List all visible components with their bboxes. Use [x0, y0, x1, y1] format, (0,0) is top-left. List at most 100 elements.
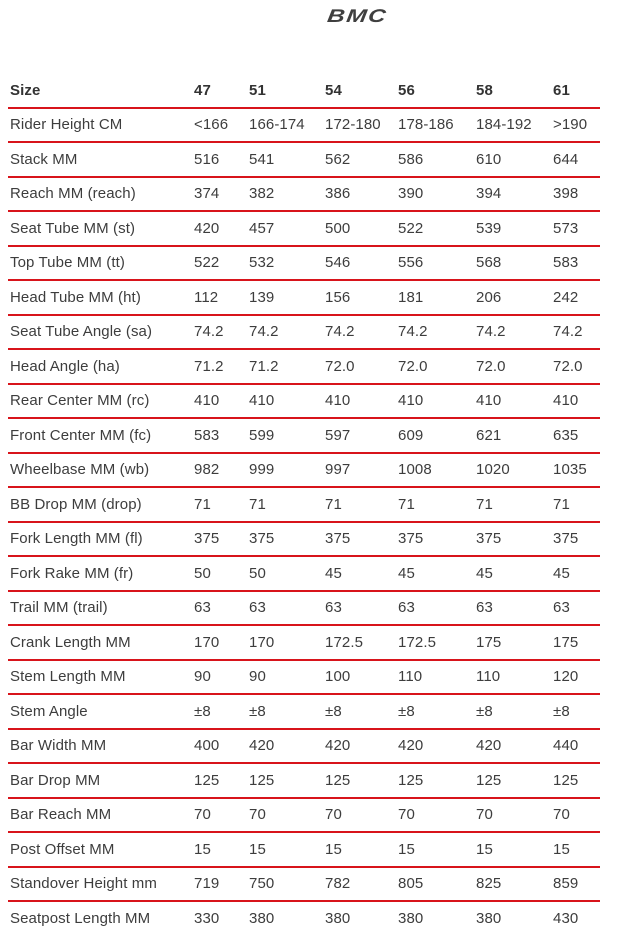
- cell-value: 71.2: [249, 357, 279, 375]
- table-row: Fork Rake MM (fr) 50 50 45 45 45 45: [8, 557, 600, 592]
- cell-value: 644: [553, 150, 579, 168]
- table-row: Standover Height mm 719 750 782 805 825 859: [8, 868, 600, 902]
- cell-value: 420: [325, 737, 351, 755]
- cell-value: 15: [476, 840, 493, 858]
- cell-value: 15: [553, 840, 570, 858]
- table-row: Top Tube MM (tt) 522 532 546 556 568 583: [8, 247, 600, 281]
- cell-value: 125: [325, 771, 351, 789]
- table-row: Stem Length MM 90 90 100 110 110 120: [8, 661, 600, 695]
- cell-value: 184-192: [476, 116, 532, 134]
- table-row: Bar Reach MM 70 70 70 70 70 70: [8, 799, 600, 833]
- cell-value: 72.0: [325, 357, 355, 375]
- row-label: Bar Drop MM: [10, 771, 101, 789]
- table-row: Front Center MM (fc) 583 599 597 609 621 635: [8, 419, 600, 454]
- table-row: Bar Drop MM 125 125 125 125 125 125: [8, 764, 600, 799]
- cell-value: 63: [553, 599, 570, 617]
- cell-value: 440: [553, 737, 579, 755]
- row-label: Front Center MM (fc): [10, 426, 152, 444]
- size-header-label: Size: [10, 81, 41, 99]
- table-row: Seatpost Length MM 330 380 380 380 380 430: [8, 902, 600, 928]
- cell-value: 583: [194, 426, 220, 444]
- size-column-header: 54: [325, 81, 342, 99]
- cell-value: 380: [476, 909, 502, 927]
- cell-value: 562: [325, 150, 351, 168]
- cell-value: 573: [553, 219, 579, 237]
- row-label: Reach MM (reach): [10, 185, 136, 203]
- cell-value: 375: [325, 530, 351, 548]
- table-row: Post Offset MM 15 15 15 15 15 15: [8, 833, 600, 868]
- size-column-header: 58: [476, 81, 493, 99]
- cell-value: 546: [325, 254, 351, 272]
- cell-value: 125: [194, 771, 220, 789]
- cell-value: 382: [249, 185, 275, 203]
- cell-value: 805: [398, 875, 424, 893]
- cell-value: 375: [553, 530, 579, 548]
- cell-value: ±8: [553, 702, 570, 720]
- cell-value: ±8: [398, 702, 415, 720]
- row-label: Stem Angle: [10, 702, 88, 720]
- size-column-header: 56: [398, 81, 415, 99]
- row-label: Post Offset MM: [10, 840, 115, 858]
- cell-value: 1020: [476, 461, 510, 479]
- cell-value: 609: [398, 426, 424, 444]
- cell-value: 70: [325, 806, 342, 824]
- cell-value: 50: [249, 564, 266, 582]
- cell-value: 583: [553, 254, 579, 272]
- cell-value: 635: [553, 426, 579, 444]
- cell-value: 139: [249, 288, 275, 306]
- cell-value: 172.5: [398, 633, 437, 651]
- cell-value: 90: [194, 668, 211, 686]
- cell-value: 172-180: [325, 116, 381, 134]
- cell-value: 74.2: [249, 323, 279, 341]
- cell-value: 719: [194, 875, 220, 893]
- cell-value: 410: [476, 392, 502, 410]
- cell-value: 516: [194, 150, 220, 168]
- cell-value: 110: [476, 668, 501, 686]
- row-label: Seatpost Length MM: [10, 909, 151, 927]
- table-row: Stem Angle ±8 ±8 ±8 ±8 ±8 ±8: [8, 695, 600, 730]
- table-row: Rear Center MM (rc) 410 410 410 410 410 410: [8, 385, 600, 419]
- cell-value: 374: [194, 185, 220, 203]
- cell-value: 386: [325, 185, 351, 203]
- cell-value: 410: [194, 392, 220, 410]
- cell-value: 70: [194, 806, 211, 824]
- cell-value: 74.2: [325, 323, 355, 341]
- cell-value: 63: [194, 599, 211, 617]
- cell-value: 70: [476, 806, 493, 824]
- row-label: Seat Tube MM (st): [10, 219, 136, 237]
- cell-value: 782: [325, 875, 351, 893]
- cell-value: 170: [249, 633, 275, 651]
- cell-value: 380: [398, 909, 424, 927]
- cell-value: >190: [553, 116, 588, 134]
- cell-value: 71: [553, 495, 570, 513]
- row-label: Head Tube MM (ht): [10, 288, 141, 306]
- cell-value: 45: [325, 564, 342, 582]
- cell-value: 420: [249, 737, 275, 755]
- cell-value: 71: [325, 495, 342, 513]
- cell-value: 398: [553, 185, 579, 203]
- cell-value: 71: [476, 495, 493, 513]
- row-label: Crank Length MM: [10, 633, 131, 651]
- table-row: Wheelbase MM (wb) 982 999 997 1008 1020 1035: [8, 454, 600, 488]
- cell-value: 100: [325, 668, 351, 686]
- row-label: Fork Rake MM (fr): [10, 564, 134, 582]
- row-label: Top Tube MM (tt): [10, 254, 125, 272]
- bmc-logo: BMC: [326, 5, 389, 26]
- table-row: Reach MM (reach) 374 382 386 390 394 398: [8, 178, 600, 212]
- table-row: Trail MM (trail) 63 63 63 63 63 63: [8, 592, 600, 626]
- cell-value: 15: [194, 840, 211, 858]
- cell-value: 71: [249, 495, 266, 513]
- cell-value: 586: [398, 150, 424, 168]
- cell-value: ±8: [194, 702, 211, 720]
- cell-value: 170: [194, 633, 220, 651]
- row-label: Standover Height mm: [10, 875, 157, 893]
- row-label: Fork Length MM (fl): [10, 530, 143, 548]
- cell-value: 330: [194, 909, 220, 927]
- row-label: Bar Width MM: [10, 737, 107, 755]
- cell-value: 859: [553, 875, 579, 893]
- cell-value: 172.5: [325, 633, 364, 651]
- cell-value: 63: [398, 599, 415, 617]
- cell-value: 45: [476, 564, 493, 582]
- cell-value: 72.0: [476, 357, 506, 375]
- table-row: Bar Width MM 400 420 420 420 420 440: [8, 730, 600, 764]
